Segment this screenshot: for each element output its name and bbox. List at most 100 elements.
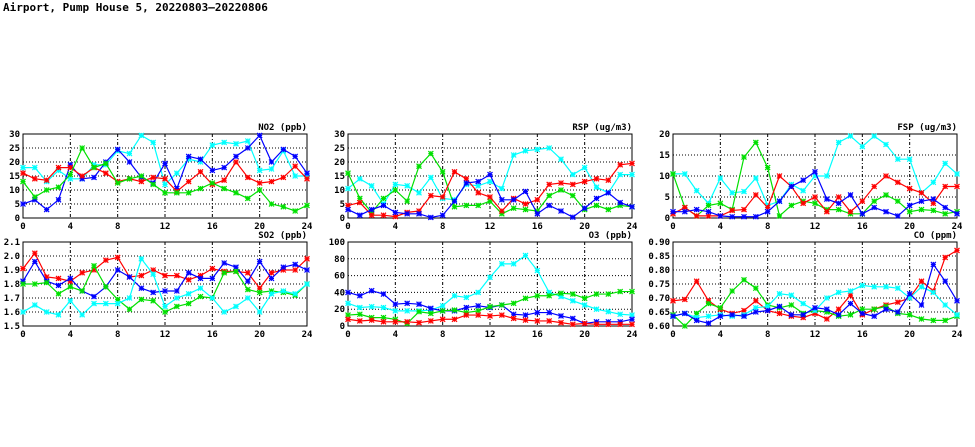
y-tick-label: 0.70 xyxy=(648,294,670,304)
data-point xyxy=(55,184,62,191)
data-point xyxy=(954,247,960,254)
data-point xyxy=(209,142,216,149)
x-tick-label: 0 xyxy=(670,330,675,340)
data-point xyxy=(280,146,287,153)
data-point xyxy=(776,198,783,205)
data-point xyxy=(498,196,505,203)
data-point xyxy=(20,265,26,272)
data-point xyxy=(883,191,889,198)
data-point xyxy=(954,311,960,318)
data-point xyxy=(233,189,239,196)
data-point xyxy=(569,192,576,199)
x-tick-label: 4 xyxy=(393,222,399,232)
data-point xyxy=(617,288,624,295)
x-tick-label: 4 xyxy=(68,330,74,340)
data-point xyxy=(487,312,493,319)
y-tick-label: 30 xyxy=(334,130,345,140)
data-point xyxy=(162,272,168,279)
data-point xyxy=(812,304,818,311)
data-point xyxy=(79,311,86,318)
series-red xyxy=(345,160,635,220)
data-point xyxy=(43,279,50,286)
data-point xyxy=(392,181,399,188)
y-tick-label: 15 xyxy=(9,172,20,182)
data-point xyxy=(404,198,411,205)
y-tick-label: 20 xyxy=(334,158,345,168)
data-point xyxy=(416,163,422,170)
data-point xyxy=(717,200,724,207)
data-point xyxy=(427,318,434,324)
data-point xyxy=(244,286,251,293)
data-point xyxy=(43,187,50,193)
data-point xyxy=(800,187,807,194)
data-point xyxy=(593,175,600,182)
data-point xyxy=(20,281,26,287)
data-point xyxy=(280,174,287,181)
data-point xyxy=(463,312,470,319)
data-point xyxy=(906,156,913,163)
data-point xyxy=(356,195,363,202)
data-point xyxy=(681,170,688,177)
data-point xyxy=(906,311,913,318)
data-point xyxy=(197,285,204,292)
y-tick-label: 1.6 xyxy=(4,308,20,318)
data-point xyxy=(416,301,422,308)
data-point xyxy=(752,175,759,182)
data-point xyxy=(244,174,251,181)
data-point xyxy=(717,175,724,182)
y-tick-label: 60 xyxy=(334,272,345,282)
data-point xyxy=(392,187,399,193)
chart-title: O3 (ppb) xyxy=(589,231,632,241)
data-point xyxy=(546,202,553,209)
data-point xyxy=(356,212,363,219)
data-point xyxy=(487,171,493,178)
data-point xyxy=(906,202,913,209)
y-tick-label: 5 xyxy=(15,200,20,210)
data-point xyxy=(126,306,133,313)
data-point xyxy=(31,281,38,287)
y-tick-label: 10 xyxy=(659,172,670,182)
data-point xyxy=(776,290,783,297)
series-blue xyxy=(20,258,310,300)
series-cyan xyxy=(345,252,635,319)
data-point xyxy=(368,287,375,294)
data-point xyxy=(404,210,411,217)
data-point xyxy=(954,170,960,177)
y-tick-label: 0.60 xyxy=(648,322,670,332)
data-point xyxy=(380,304,387,311)
data-point xyxy=(162,303,168,310)
data-point xyxy=(859,198,866,205)
data-point xyxy=(368,303,375,310)
data-point xyxy=(859,282,866,289)
data-point xyxy=(20,164,26,171)
data-point xyxy=(150,267,157,273)
series-cyan xyxy=(20,255,310,318)
data-point xyxy=(356,304,363,311)
data-point xyxy=(439,168,446,175)
y-tick-label: 0.85 xyxy=(648,252,670,262)
data-point xyxy=(126,295,133,301)
data-point xyxy=(581,178,588,185)
data-point xyxy=(752,304,759,311)
data-point xyxy=(221,269,228,276)
data-point xyxy=(439,302,446,309)
data-point xyxy=(894,156,901,163)
data-point xyxy=(534,309,541,316)
y-tick-label: 10 xyxy=(334,186,345,196)
data-point xyxy=(776,310,783,317)
data-point xyxy=(292,153,299,160)
data-point xyxy=(221,177,228,184)
data-point xyxy=(256,258,263,265)
data-point xyxy=(150,174,157,181)
data-point xyxy=(197,156,204,163)
data-point xyxy=(558,156,564,163)
data-point xyxy=(788,311,795,318)
series-line xyxy=(673,170,958,218)
y-tick-label: 0.80 xyxy=(648,266,670,276)
data-point xyxy=(79,145,86,151)
y-tick-label: 30 xyxy=(9,130,20,140)
data-point xyxy=(693,187,700,194)
data-point xyxy=(918,198,925,205)
data-point xyxy=(569,171,576,178)
data-point xyxy=(534,318,541,324)
